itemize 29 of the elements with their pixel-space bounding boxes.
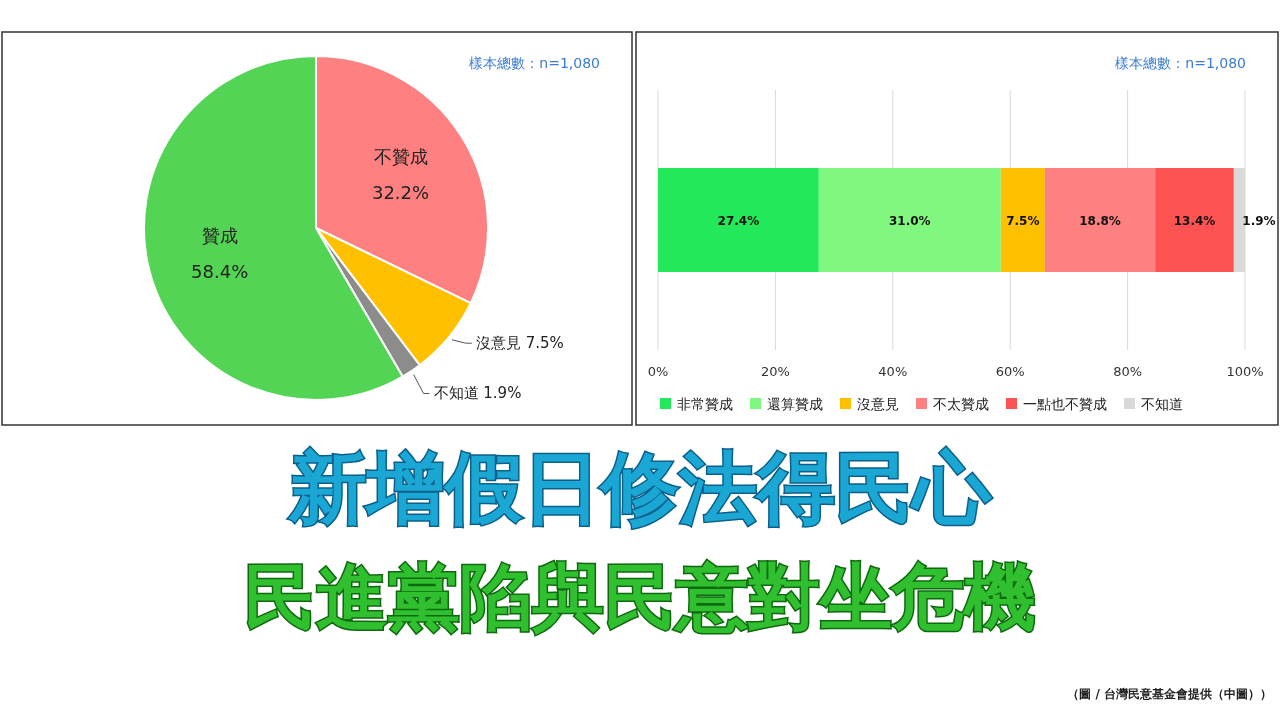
data-label: 1.9%: [1242, 214, 1276, 228]
data-label: 27.4%: [717, 214, 760, 228]
slice-label: 贊成: [201, 225, 238, 247]
legend-label: 還算贊成: [767, 396, 823, 412]
slice-label: 不贊成: [373, 146, 428, 168]
x-tick-label: 100%: [1226, 364, 1264, 379]
legend-label: 非常贊成: [677, 396, 733, 412]
text: 樣本總數：n=1,080: [1115, 55, 1246, 71]
text: 樣本總數：n=1,080: [469, 55, 600, 71]
x-tick-label: 80%: [1113, 364, 1143, 379]
text: 民進黨陷與民意對坐危機: [244, 555, 1036, 639]
x-tick-label: 20%: [760, 364, 790, 379]
legend-label: 沒意見: [857, 396, 899, 412]
data-label: 32.2%: [371, 182, 430, 204]
x-tick-label: 0%: [647, 364, 669, 379]
data-label: 18.8%: [1079, 214, 1121, 228]
data-label: 58.4%: [191, 261, 249, 283]
legend-label: 不知道: [1141, 396, 1183, 412]
legend-label: 一點也不贊成: [1023, 396, 1107, 412]
x-tick-label: 40%: [878, 364, 908, 379]
data-label: 31.0%: [889, 214, 931, 228]
slice-label: 沒意見 7.5%: [475, 334, 564, 353]
legend-label: 不太贊成: [933, 396, 989, 412]
data-label: 13.4%: [1173, 214, 1216, 228]
x-tick-label: 60%: [995, 364, 1025, 379]
data-label: 7.5%: [1006, 214, 1040, 228]
text: （圖 / 台灣民意基金會提供（中圖））: [1067, 687, 1272, 701]
text: 新增假日修法得民心: [288, 443, 992, 533]
slice-label: 不知道 1.9%: [433, 384, 522, 403]
